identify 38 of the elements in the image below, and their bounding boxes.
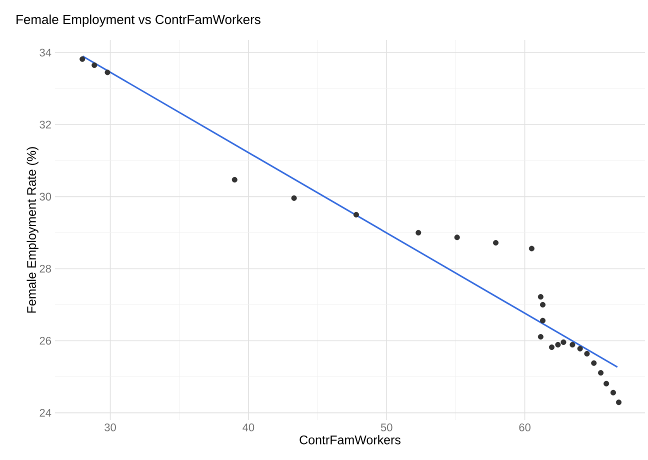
point [570,342,576,348]
point [232,176,238,183]
x-tick-label: 30 [104,424,116,432]
point [353,212,360,218]
x-tick-label: 40 [242,424,254,432]
point [538,294,544,300]
point [528,246,534,252]
point [492,240,499,246]
point [416,230,422,236]
point [92,62,98,68]
point [591,360,597,366]
point [584,350,590,357]
point [555,342,561,348]
point [548,344,555,350]
y-tick-label: 26 [40,336,52,345]
y-tick-label: 30 [40,192,52,201]
x-tick-label: 60 [519,424,530,432]
point [104,70,110,76]
y-tick-label: 28 [40,264,52,273]
y-tick-label: 32 [40,120,51,129]
point [540,318,546,324]
point [538,334,544,340]
point [577,346,583,352]
chart-title: Female Employment vs ContrFamWorkers [16,14,260,27]
point [610,390,616,396]
y-tick-label: 34 [40,48,52,56]
y-axis-title: Female Employment Rate (%) [26,147,38,313]
point [80,56,86,62]
point [604,380,610,386]
point [540,302,546,308]
x-tick-label: 50 [380,424,392,432]
y-tick-label: 24 [40,408,52,417]
point [560,339,566,345]
point [454,234,460,240]
x-axis-title: ContrFamWorkers [300,435,400,444]
point [616,400,622,406]
point [598,370,604,376]
point [291,195,297,201]
